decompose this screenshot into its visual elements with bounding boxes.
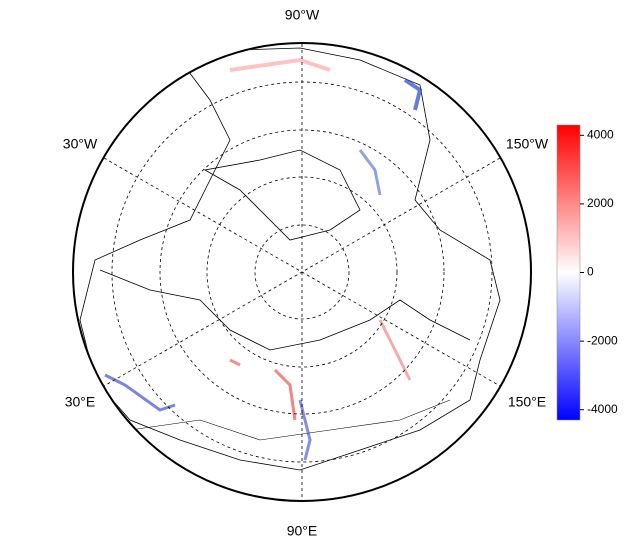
lon-label: 150°W [506, 136, 549, 152]
river [378, 319, 412, 381]
river [298, 399, 312, 461]
river [403, 78, 423, 111]
lon-label: 150°E [508, 394, 546, 410]
border [129, 399, 451, 441]
coastline [203, 149, 361, 241]
lon-label: 90°W [285, 7, 320, 23]
colorbar-tick-label: -4000 [587, 402, 618, 416]
river [229, 57, 331, 72]
river [273, 368, 297, 421]
coastline [99, 269, 471, 351]
lon-label: 90°E [287, 523, 318, 539]
latitude-circle [254, 224, 350, 320]
map-border [72, 42, 532, 502]
lon-label: 30°E [65, 394, 96, 410]
colorbar-tick-label: 4000 [587, 127, 614, 141]
colorbar-tick-label: 2000 [587, 196, 614, 210]
colorbar-tick-label: 0 [587, 265, 594, 279]
river [229, 358, 241, 367]
graticule [103, 44, 501, 500]
lon-label: 30°W [63, 136, 98, 152]
river [358, 149, 382, 196]
coastline [79, 47, 501, 471]
colorbar-tick-label: -2000 [587, 333, 618, 347]
meridian [103, 157, 501, 387]
map-features [79, 47, 501, 471]
colorbar [556, 124, 581, 421]
